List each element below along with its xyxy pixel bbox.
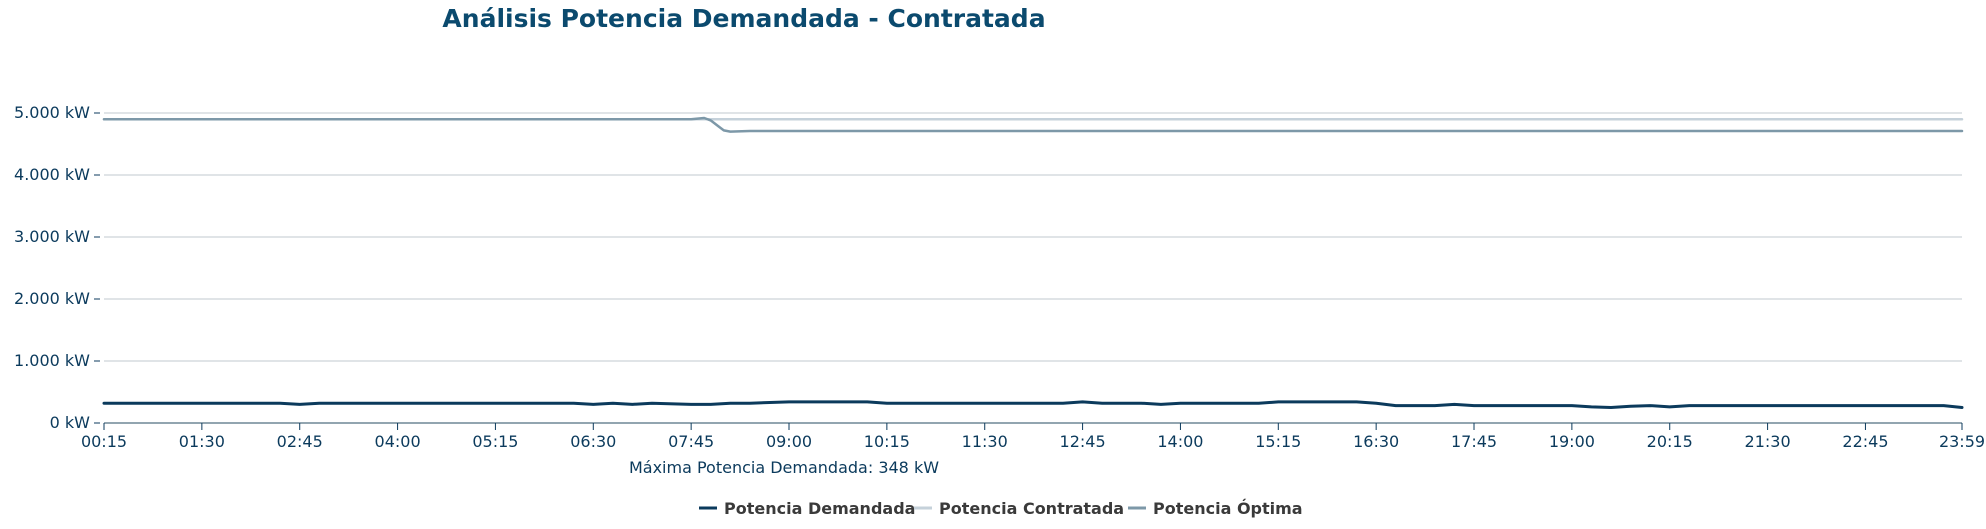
legend: Potencia Demandada Potencia Contratada Pot…	[699, 499, 1303, 518]
legend-label: Potencia Óptima	[1153, 499, 1303, 518]
legend-item-potencia-demandada[interactable]: Potencia Demandada	[699, 499, 915, 518]
x-tick-label: 04:00	[375, 432, 421, 451]
chart-title: Análisis Potencia Demandada - Contratada	[442, 4, 1045, 33]
x-tick-label: 19:00	[1549, 432, 1595, 451]
x-tick-label: 17:45	[1451, 432, 1497, 451]
legend-item-potencia-óptima[interactable]: Potencia Óptima	[1128, 499, 1303, 518]
x-tick-label: 07:45	[668, 432, 714, 451]
series-line-potencia-óptima[interactable]	[102, 116, 1964, 133]
x-axis: 00:15 01:30 02:45 04:00 05:15 06:30 07:45 09:00…	[81, 423, 1985, 451]
y-tick-label: 3.000 kW	[14, 227, 90, 246]
x-tick-label: 10:15	[864, 432, 910, 451]
y-axis: 0 kW 1.000 kW 2.000 kW 3.000 kW 4.000 kW 5.00…	[14, 103, 100, 432]
grid-lines	[104, 112, 1962, 424]
x-tick-label: 21:30	[1745, 432, 1791, 451]
x-tick-label: 14:00	[1157, 432, 1203, 451]
x-tick-label: 00:15	[81, 432, 127, 451]
x-tick-label: 16:30	[1353, 432, 1399, 451]
x-tick-label: 02:45	[277, 432, 323, 451]
x-tick-label: 20:15	[1647, 432, 1693, 451]
x-tick-label: 15:15	[1255, 432, 1301, 451]
series-lines	[102, 116, 1964, 409]
y-tick-label: 4.000 kW	[14, 165, 90, 184]
x-tick-label: 22:45	[1842, 432, 1888, 451]
x-tick-label: 06:30	[570, 432, 616, 451]
x-tick-label: 01:30	[179, 432, 225, 451]
x-tick-label: 23:59	[1939, 432, 1985, 451]
x-tick-label: 05:15	[472, 432, 518, 451]
legend-label: Potencia Contratada	[939, 499, 1124, 518]
x-tick-label: 12:45	[1060, 432, 1106, 451]
series-line-potencia-demandada[interactable]	[102, 400, 1964, 409]
legend-label: Potencia Demandada	[724, 499, 915, 518]
y-tick-label: 0 kW	[50, 413, 91, 432]
x-axis-label: Máxima Potencia Demandada: 348 kW	[629, 458, 939, 477]
y-tick-label: 2.000 kW	[14, 289, 90, 308]
x-tick-label: 11:30	[962, 432, 1008, 451]
x-tick-label: 09:00	[766, 432, 812, 451]
y-tick-label: 1.000 kW	[14, 351, 90, 370]
legend-item-potencia-contratada[interactable]: Potencia Contratada	[914, 499, 1124, 518]
y-tick-label: 5.000 kW	[14, 103, 90, 122]
